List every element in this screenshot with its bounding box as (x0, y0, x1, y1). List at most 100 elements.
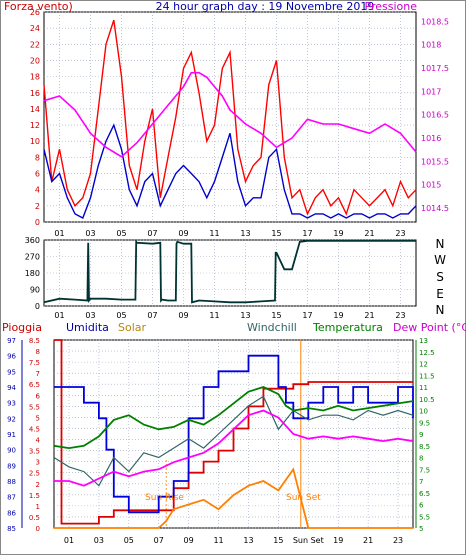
panel1-series (43, 19, 417, 219)
p2-x-tick: 01 (54, 311, 64, 320)
p3-rain-tick: 7.5 (29, 359, 40, 367)
legend-dewpoint: Dew Point (°C) (393, 321, 466, 334)
compass-s: S (436, 270, 444, 284)
p3-humidity-tick: 95 (7, 368, 16, 376)
p1-right-tick: 1017.5 (421, 64, 449, 73)
p2-tick: 360 (25, 236, 40, 245)
p2-x-tick: 13 (240, 311, 250, 320)
p3-temp-tick: 11 (419, 384, 428, 392)
p3-rain-tick: 5 (36, 414, 40, 422)
p3-temp-tick: 11.5 (419, 372, 435, 380)
p3-humidity-tick: 90 (7, 447, 16, 455)
p1-x-tick: 11 (209, 229, 219, 238)
p3-humidity-tick: 96 (7, 353, 16, 361)
p3-x-tick: 11 (213, 536, 223, 545)
p3-rain-tick: 4.5 (29, 425, 40, 433)
panel2-series (43, 239, 416, 304)
p3-temp-tick: 8 (419, 455, 423, 463)
header-left: Forza vento) (4, 0, 73, 13)
p3-series-line (53, 386, 414, 450)
p1-left-tick: 14 (30, 105, 40, 114)
p2-x-tick: 19 (333, 311, 343, 320)
p3-x-tick: 15 (273, 536, 283, 545)
p1-left-tick: 10 (30, 137, 40, 146)
legend-temperatura: Temperatura (312, 321, 383, 334)
panel3-rain-axis: 0 0.5 1 1.5 2 2.5 3 3.5 4 4.5 5 5.5 6 6.5 7 7.5 8 8.5 (29, 337, 41, 533)
p3-rain-tick: 7 (36, 370, 40, 378)
p3-temp-tick: 8.5 (419, 443, 430, 451)
p1-left-tick: 4 (35, 186, 40, 195)
p3-rain-tick: 8 (36, 348, 40, 356)
p3-rain-tick: 5.5 (29, 403, 40, 411)
panel3-legend: Pioggia Umidita Solar Windchill Temperat… (2, 321, 466, 334)
p3-temp-tick: 6 (419, 502, 424, 510)
p3-rain-tick: 4 (36, 437, 41, 445)
p3-rain-tick: 8.5 (29, 337, 40, 345)
p1-x-tick: 03 (85, 229, 95, 238)
p1-series-line (43, 71, 417, 158)
p3-rain-tick: 6.5 (29, 381, 40, 389)
p1-x-tick: 21 (364, 229, 374, 238)
p1-right-tick: 1015.5 (421, 157, 449, 166)
p2-x-tick: 03 (85, 311, 95, 320)
compass-labels: N W S E N (434, 237, 446, 317)
panel3-humidity-axis: 85 86 87 88 89 90 91 92 93 94 95 96 97 (7, 337, 23, 533)
p3-humidity-tick: 91 (7, 431, 16, 439)
p2-x-tick: 05 (116, 311, 126, 320)
panel3-series (53, 339, 414, 529)
p3-humidity-tick: 92 (7, 415, 16, 423)
p3-rain-tick: 0.5 (29, 514, 40, 522)
p3-rain-tick: 3.5 (29, 448, 40, 456)
p1-series-line (43, 123, 417, 219)
p3-x-tick: 03 (94, 536, 104, 545)
p2-tick: 180 (25, 269, 40, 278)
panel2-left-axis: 0 90 180 270 360 (25, 236, 40, 311)
p3-x-tick: 09 (184, 536, 194, 545)
legend-pioggia: Pioggia (2, 321, 42, 334)
x-axis-labels: 01 03 05 07 09 11 13 15 17 19 21 23 01 03 05 07 09 11 13 15… (54, 229, 405, 545)
p3-temp-tick: 10.5 (419, 396, 435, 404)
p2-x-tick: 21 (364, 311, 374, 320)
p1-left-tick: 2 (35, 202, 40, 211)
panel1-frame (43, 11, 417, 223)
p2-series-line (43, 239, 416, 304)
p2-x-tick: 07 (147, 311, 157, 320)
p3-x-tick: Sun Set (293, 536, 324, 545)
p3-rain-tick: 3 (36, 459, 40, 467)
p3-rain-tick: 1.5 (29, 492, 40, 500)
p2-x-tick: 17 (302, 311, 312, 320)
p3-rain-tick: 2.5 (29, 470, 40, 478)
legend-solar: Solar (118, 321, 147, 334)
p3-humidity-tick: 86 (7, 509, 16, 517)
p3-temp-tick: 7 (419, 478, 423, 486)
p3-temp-tick: 5.5 (419, 513, 430, 521)
p3-series-line (54, 354, 414, 514)
p1-left-tick: 26 (30, 8, 40, 17)
p3-temp-tick: 13 (419, 337, 428, 345)
p1-right-tick: 1018.5 (421, 17, 449, 26)
p1-right-tick: 1015 (421, 181, 441, 190)
p1-x-tick: 19 (333, 229, 343, 238)
p1-x-tick: 01 (54, 229, 64, 238)
p1-x-tick: 17 (302, 229, 312, 238)
p1-series-line (43, 19, 417, 216)
p1-left-tick: 6 (35, 170, 40, 179)
p3-temp-tick: 10 (419, 408, 428, 416)
header-right: Pressione (365, 0, 418, 13)
p3-humidity-tick: 85 (7, 525, 16, 533)
p3-temp-tick: 5 (419, 525, 423, 533)
panel1-right-axis: 1014.5 1015 1015.5 1016 1016.5 1017 1017.5 1018… (421, 17, 449, 213)
p1-right-tick: 1016.5 (421, 111, 449, 120)
p3-x-tick: 19 (333, 536, 343, 545)
p2-x-tick: 09 (178, 311, 188, 320)
p3-rain-tick: 0 (36, 525, 40, 533)
p3-humidity-tick: 88 (7, 478, 16, 486)
sunset-label: Sun Set (286, 493, 321, 503)
p1-left-tick: 24 (30, 24, 40, 33)
p1-x-tick: 07 (147, 229, 157, 238)
p1-right-tick: 1018 (421, 41, 441, 50)
p3-x-tick: 01 (64, 536, 74, 545)
